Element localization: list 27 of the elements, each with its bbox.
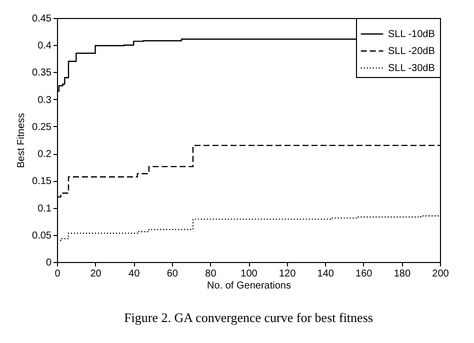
x-tick-label: 80 bbox=[205, 268, 217, 280]
x-axis-title: No. of Generations bbox=[207, 280, 291, 292]
x-tick-label: 160 bbox=[356, 268, 373, 280]
legend-label: SLL -10dB bbox=[388, 29, 436, 40]
x-tick-label: 60 bbox=[166, 268, 178, 280]
y-tick-label: 0.05 bbox=[32, 230, 52, 242]
y-axis-title: Best Fitness bbox=[16, 112, 28, 168]
x-tick-label: 20 bbox=[90, 268, 102, 280]
y-tick-label: 0.25 bbox=[32, 122, 52, 133]
y-tick-label: 0.45 bbox=[32, 14, 52, 24]
x-tick-label: 120 bbox=[278, 268, 296, 280]
x-tick-label: 200 bbox=[432, 268, 450, 280]
x-tick-label: 180 bbox=[394, 268, 411, 280]
legend-label: SLL -20dB bbox=[388, 46, 436, 57]
legend-label: SLL -30dB bbox=[388, 63, 436, 74]
y-tick-label: 0.1 bbox=[38, 203, 52, 214]
caption: Figure 2. GA convergence curve for best fitness bbox=[124, 310, 373, 325]
x-tick-label: 100 bbox=[240, 268, 258, 280]
x-tick-label: 0 bbox=[54, 268, 61, 280]
y-tick-label: 0 bbox=[46, 258, 52, 268]
y-tick-label: 0.3 bbox=[38, 94, 52, 106]
y-tick-label: 0.2 bbox=[38, 149, 52, 160]
y-tick-label: 0.35 bbox=[32, 68, 52, 79]
y-tick-label: 0.4 bbox=[38, 40, 52, 52]
x-tick-label: 140 bbox=[317, 268, 334, 280]
y-tick-label: 0.15 bbox=[32, 176, 52, 188]
x-tick-label: 40 bbox=[128, 268, 140, 280]
